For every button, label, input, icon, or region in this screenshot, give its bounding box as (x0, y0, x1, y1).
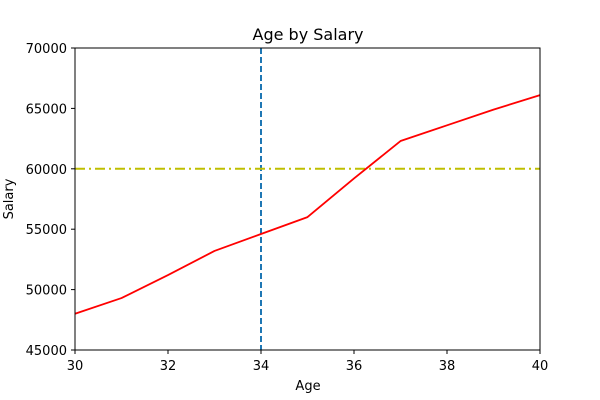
y-tick-label: 60000 (26, 163, 67, 178)
y-tick-label: 45000 (26, 344, 67, 359)
y-tick-label: 50000 (26, 284, 67, 299)
x-tick-label: 32 (160, 359, 177, 374)
y-tick-label: 70000 (26, 42, 67, 57)
x-tick-label: 34 (253, 359, 270, 374)
x-tick-label: 36 (346, 359, 363, 374)
y-axis-ticks: 45000 50000 55000 60000 65000 70000 (26, 42, 75, 359)
series-lines (74, 94, 541, 315)
x-axis-ticks: 30 32 34 36 38 40 (67, 350, 549, 374)
x-tick-label: 38 (439, 359, 456, 374)
chart-title: Age by Salary (253, 25, 364, 44)
y-tick-label: 55000 (26, 223, 67, 238)
x-tick-label: 40 (532, 359, 549, 374)
y-tick-label: 65000 (26, 102, 67, 117)
x-axis-label: Age (295, 379, 320, 394)
salary-series-line (74, 94, 541, 315)
y-axis-label: Salary (2, 178, 17, 219)
plot-frame (74, 47, 541, 351)
x-tick-label: 30 (67, 359, 84, 374)
reference-lines (75, 48, 540, 350)
